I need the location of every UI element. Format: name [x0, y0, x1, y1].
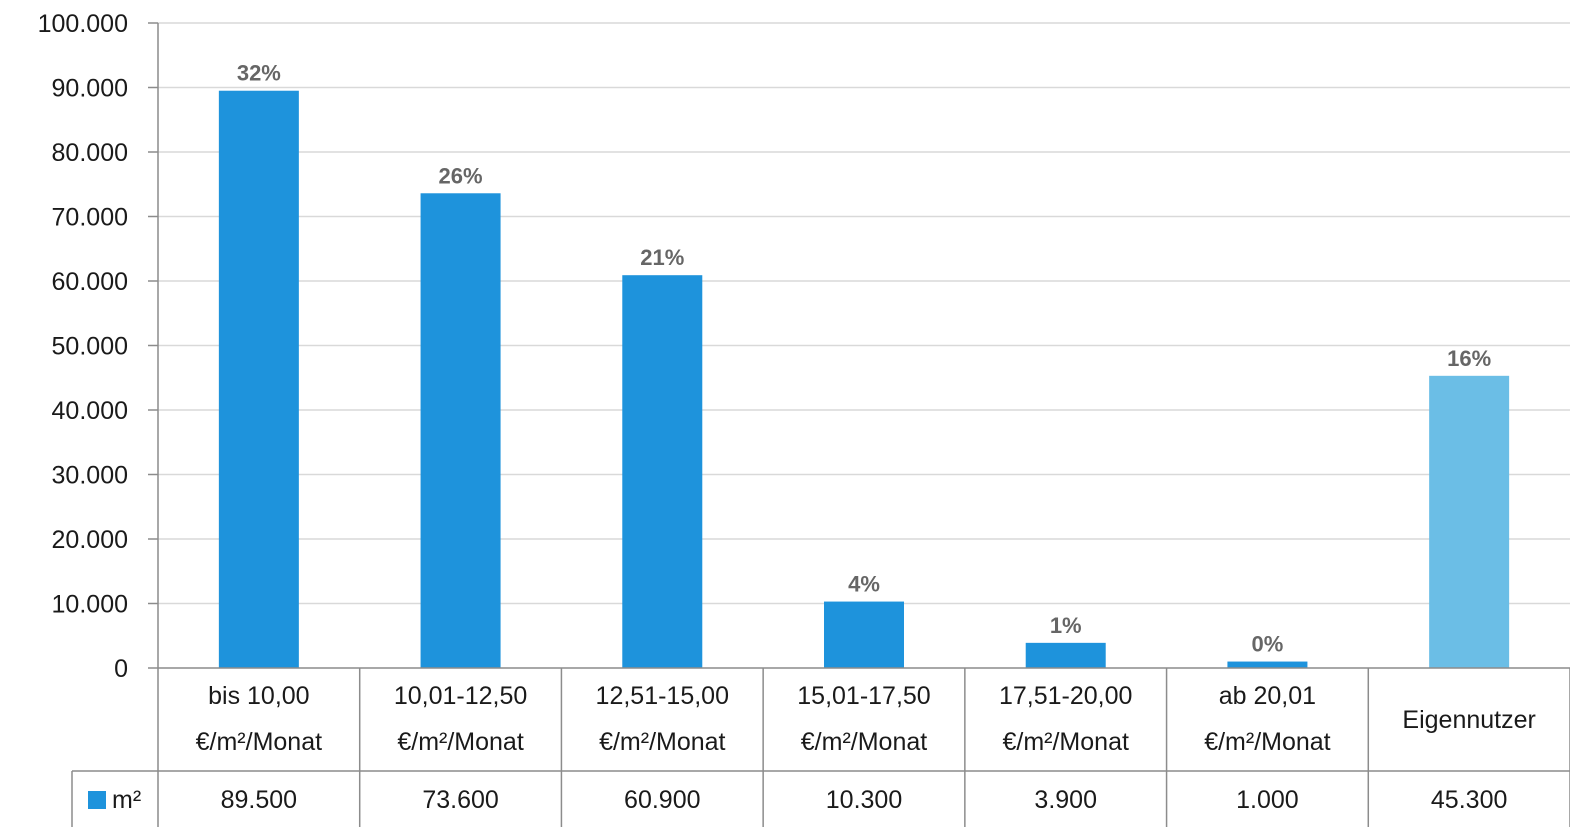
bar-data-label: 26% [439, 163, 483, 188]
y-axis-ticks: 0 10.000 20.000 30.000 40.000 50.000 60.000 70.… [38, 10, 159, 827]
y-tick-label: 90.000 [52, 75, 128, 103]
bar [824, 601, 904, 668]
table-value: 60.900 [624, 786, 700, 814]
y-tick-label: 20.000 [52, 526, 128, 554]
data-table: bis 10,00 €/m²/Monat 89.500 10,01-12,50 €/m²… [71, 667, 1570, 827]
gridlines [158, 22, 1570, 605]
table-value: 3.900 [1034, 786, 1097, 814]
data-labels: 32% 26% 21% 4% 1% 0% 16% [237, 61, 1491, 657]
bars [218, 90, 1510, 669]
y-tick-label: 40.000 [52, 397, 128, 425]
bar-data-label: 4% [848, 572, 880, 597]
y-tick-label: 50.000 [52, 333, 128, 361]
category-label: €/m²/Monat [397, 728, 523, 756]
bar-data-label: 21% [640, 245, 684, 270]
legend-swatch [88, 791, 106, 809]
y-tick-label: 80.000 [52, 139, 128, 167]
bar-data-label: 0% [1252, 632, 1284, 657]
bar [1429, 375, 1510, 668]
category-label: €/m²/Monat [1002, 728, 1128, 756]
category-label: 15,01-17,50 [797, 682, 930, 710]
table-value: 1.000 [1236, 786, 1299, 814]
bar [420, 193, 501, 668]
category-label: €/m²/Monat [1204, 728, 1330, 756]
bar-data-label: 16% [1447, 346, 1491, 371]
y-tick-label: 100.000 [38, 10, 128, 38]
bar [1025, 642, 1106, 668]
table-value: 89.500 [221, 786, 297, 814]
category-label: Eigennutzer [1402, 706, 1535, 734]
legend-label: m² [112, 786, 141, 814]
y-tick-label: 60.000 [52, 268, 128, 296]
category-label: €/m²/Monat [599, 728, 725, 756]
table-value: 10.300 [826, 786, 902, 814]
bar-data-label: 1% [1050, 613, 1082, 638]
category-label: ab 20,01 [1219, 682, 1316, 710]
bar [622, 275, 703, 668]
y-tick-label: 30.000 [52, 462, 128, 490]
y-tick-label: 10.000 [52, 591, 128, 619]
category-label: 10,01-12,50 [394, 682, 527, 710]
y-tick-label: 70.000 [52, 204, 128, 232]
table-value: 45.300 [1431, 786, 1507, 814]
category-label: 12,51-15,00 [596, 682, 729, 710]
table-value: 73.600 [422, 786, 498, 814]
category-label: bis 10,00 [208, 682, 309, 710]
bar [218, 90, 299, 669]
category-label: €/m²/Monat [801, 728, 927, 756]
bar [1227, 661, 1308, 668]
category-label: €/m²/Monat [196, 728, 322, 756]
bar-data-label: 32% [237, 61, 281, 86]
y-tick-label: 0 [114, 655, 128, 683]
category-label: 17,51-20,00 [999, 682, 1132, 710]
